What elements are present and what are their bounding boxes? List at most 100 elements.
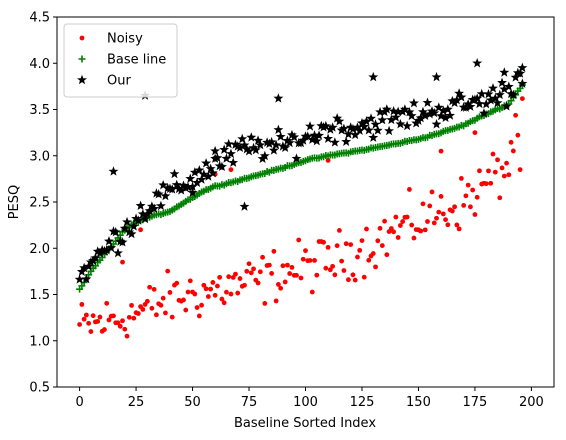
noisy-point bbox=[425, 219, 430, 224]
noisy-point bbox=[77, 322, 82, 327]
noisy-point bbox=[201, 282, 207, 288]
our-point bbox=[219, 144, 230, 154]
points-layer bbox=[74, 58, 528, 339]
our-point bbox=[223, 138, 234, 149]
our-point bbox=[485, 95, 496, 105]
our-point bbox=[341, 136, 352, 146]
our-point bbox=[122, 216, 132, 227]
our-point bbox=[406, 110, 417, 121]
noisy-point bbox=[233, 271, 238, 277]
our-point bbox=[415, 112, 426, 123]
our-point bbox=[363, 125, 374, 135]
our-point bbox=[440, 112, 451, 122]
our-point bbox=[307, 134, 318, 144]
legend: Noisy Base line Our bbox=[63, 23, 178, 98]
noisy-point bbox=[289, 264, 295, 270]
our-point bbox=[479, 108, 489, 118]
noisy-point bbox=[160, 295, 166, 301]
our-point bbox=[429, 107, 440, 118]
our-point bbox=[137, 208, 148, 219]
our-point bbox=[126, 228, 137, 239]
our-point bbox=[323, 133, 334, 143]
our-point bbox=[381, 104, 392, 114]
our-point bbox=[131, 213, 142, 223]
our-point bbox=[320, 120, 331, 131]
our-point bbox=[492, 97, 503, 108]
our-point bbox=[329, 137, 340, 147]
our-point bbox=[268, 145, 279, 155]
legend-our-marker bbox=[77, 74, 87, 85]
our-point bbox=[334, 116, 345, 126]
noisy-point bbox=[325, 244, 331, 250]
noisy-point bbox=[377, 225, 383, 231]
noisy-point bbox=[420, 201, 426, 207]
noisy-point bbox=[501, 173, 507, 179]
noisy-point bbox=[404, 214, 410, 220]
noisy-point bbox=[517, 167, 523, 173]
noisy-point bbox=[185, 289, 191, 295]
our-point bbox=[372, 125, 383, 135]
noisy-point bbox=[106, 317, 112, 323]
our-point bbox=[508, 89, 519, 100]
our-point bbox=[110, 226, 121, 237]
noisy-point bbox=[208, 286, 214, 292]
our-point bbox=[463, 98, 474, 109]
our-point bbox=[221, 153, 232, 163]
our-point bbox=[244, 146, 254, 156]
noisy-point bbox=[298, 275, 304, 281]
noisy-point bbox=[515, 132, 521, 138]
noisy-point bbox=[443, 217, 448, 223]
x-ticks: 0 25 50 75 100 125 150 175 200 bbox=[75, 387, 544, 410]
noisy-point bbox=[194, 305, 200, 310]
our-point bbox=[318, 122, 329, 132]
noisy-point bbox=[492, 169, 498, 175]
our-point bbox=[388, 106, 399, 116]
noisy-point bbox=[431, 220, 437, 226]
noisy-point bbox=[327, 267, 333, 273]
x-tick-label: 25 bbox=[128, 395, 145, 410]
noisy-point bbox=[219, 296, 225, 302]
noisy-point bbox=[294, 272, 299, 278]
our-point bbox=[420, 110, 431, 121]
our-point bbox=[481, 98, 492, 109]
noisy-point bbox=[138, 227, 143, 233]
noisy-point bbox=[409, 222, 415, 228]
our-point bbox=[316, 120, 327, 131]
noisy-point bbox=[187, 278, 193, 284]
our-point bbox=[280, 142, 291, 152]
noisy-point bbox=[271, 248, 277, 254]
our-point bbox=[510, 72, 521, 82]
y-tick-label: 2.5 bbox=[29, 196, 50, 211]
y-tick-label: 4.0 bbox=[29, 57, 50, 72]
noisy-point bbox=[111, 313, 116, 319]
our-point bbox=[368, 71, 379, 82]
legend-box bbox=[63, 23, 178, 98]
our-point bbox=[445, 110, 456, 120]
our-point bbox=[178, 180, 189, 190]
our-point bbox=[488, 83, 498, 93]
our-point bbox=[418, 106, 428, 117]
noisy-point bbox=[210, 280, 216, 285]
our-point bbox=[404, 106, 415, 117]
noisy-point bbox=[88, 329, 94, 334]
noisy-point bbox=[391, 229, 397, 235]
our-point bbox=[451, 94, 462, 105]
our-point bbox=[117, 237, 128, 247]
x-tick-label: 0 bbox=[75, 395, 83, 410]
noisy-point bbox=[355, 254, 360, 260]
our-point bbox=[456, 92, 467, 102]
our-point bbox=[427, 106, 437, 116]
our-point bbox=[246, 132, 257, 142]
noisy-point bbox=[174, 280, 180, 286]
our-point bbox=[135, 200, 146, 210]
noisy-point bbox=[472, 130, 478, 136]
noisy-point bbox=[472, 212, 478, 217]
noisy-point bbox=[352, 277, 358, 283]
our-point bbox=[198, 169, 209, 179]
our-point bbox=[499, 84, 510, 94]
our-point bbox=[192, 177, 203, 187]
our-point bbox=[90, 252, 101, 263]
our-point bbox=[447, 95, 458, 106]
noisy-point bbox=[463, 193, 469, 199]
noisy-point bbox=[513, 112, 518, 118]
